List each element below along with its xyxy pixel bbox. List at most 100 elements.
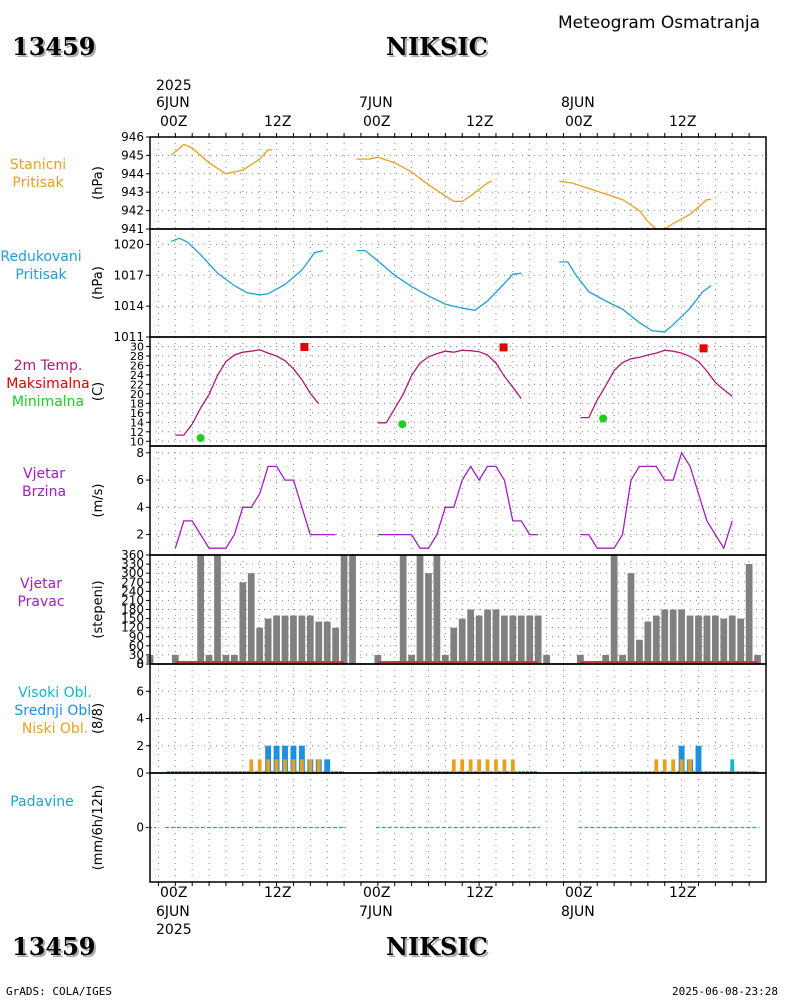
y-tick-label: 941: [121, 222, 144, 236]
y-tick-label: 270: [121, 575, 144, 589]
y-tick-label: 943: [121, 185, 144, 199]
wind-direction-bar: [222, 654, 230, 664]
cloud-low-bar: [299, 759, 304, 773]
wind-direction-bar: [273, 615, 280, 664]
temp-title: 2m Temp. Maksimalna Minimalna: [6, 358, 90, 410]
wind-direction-bar: [636, 639, 643, 664]
y-tick-label: 300: [121, 566, 144, 580]
y-tick-label: 0: [136, 766, 144, 780]
y-tick-label: 120: [121, 621, 144, 635]
wind-direction-bar: [534, 615, 542, 664]
top-hour-label: 00Z: [160, 114, 188, 130]
precip-title: Padavine: [10, 794, 74, 810]
series-line: [559, 261, 712, 333]
wind-title: Vjetar Brzina: [21, 466, 67, 500]
cloud-low-bar: [266, 759, 271, 773]
wind-direction-bar: [441, 654, 449, 664]
y-tick-label: 30: [130, 340, 144, 353]
wind-direction-bar: [458, 618, 466, 664]
max-temp-marker: [699, 344, 708, 353]
wind-direction-bar: [214, 555, 221, 664]
y-tick-label: 1011: [113, 330, 144, 344]
footer-credit: GrADS: COLA/IGES: [6, 985, 112, 998]
cloud-low-bar: [460, 759, 465, 773]
wind-direction-bar: [644, 621, 652, 664]
cloud-low-bar: [249, 759, 254, 773]
wind-direction-bar: [399, 555, 407, 664]
y-tick-label: 0: [136, 657, 144, 671]
wind-direction-bar: [703, 615, 711, 664]
wind-direction-bar: [467, 609, 475, 664]
y-tick-label: 14: [130, 416, 144, 429]
cloud-low-bar: [477, 759, 481, 773]
max-temp-marker: [300, 342, 309, 351]
top-hour-label: 12Z: [466, 114, 494, 130]
y-axis-unit: (hPa): [91, 166, 106, 200]
cloud-low-bar: [494, 759, 498, 773]
y-axis-unit: (m/s): [91, 484, 106, 518]
wind-direction-bar: [306, 615, 314, 664]
min-temp-marker: [599, 414, 608, 423]
footer-timestamp: 2025-06-08-23:28: [672, 985, 778, 998]
cloud-low-bar: [502, 759, 507, 773]
cloud-low-bar: [662, 759, 667, 773]
wind-direction-bar: [197, 555, 205, 664]
y-tick-label: 4: [136, 500, 144, 514]
wind-direction-bar: [602, 654, 610, 664]
wind-direction-bar: [728, 615, 736, 664]
redpressure-title: Redukovani Pritisak: [0, 249, 82, 283]
y-tick-label: 90: [129, 630, 144, 644]
bottom-hour-label: 12Z: [466, 885, 494, 901]
winddir-title: Vjetar Pravac: [17, 576, 65, 610]
wind-direction-bar: [256, 627, 264, 664]
cloud-low-bar: [468, 759, 473, 773]
wind-direction-bar: [239, 582, 247, 664]
y-tick-label: 28: [130, 350, 144, 363]
y-tick-label: 8: [136, 657, 144, 671]
top-day-label-3: 8JUN: [561, 95, 595, 111]
y-axis-unit: (stepeni): [91, 580, 106, 638]
clouds-title: Visoki Obl. Srednji Obl. Niski Obl.: [14, 685, 96, 737]
wind-direction-bar: [408, 654, 415, 664]
wind-direction-bar: [340, 555, 348, 664]
series-line: [580, 451, 733, 550]
y-tick-label: 22: [130, 378, 144, 391]
y-tick-label: 942: [121, 204, 144, 218]
y-tick-label: 360: [121, 548, 144, 562]
y-axis-unit: (hPa): [91, 266, 106, 300]
wind-direction-bar: [509, 615, 517, 664]
bottom-hour-label: 00Z: [363, 885, 391, 901]
wind-direction-bar: [315, 621, 323, 664]
cloud-low-bar: [510, 759, 515, 773]
y-tick-label: 0: [136, 821, 144, 835]
bottom-hour-label: 12Z: [669, 885, 697, 901]
y-tick-label: 1014: [113, 299, 144, 313]
bottom-day-label-1: 6JUN: [156, 904, 190, 920]
wind-direction-bar: [492, 609, 500, 664]
wind-direction-bar: [543, 654, 550, 664]
wind-direction-bar: [678, 609, 685, 664]
wind-direction-bar: [484, 609, 491, 664]
cloud-low-bar: [316, 759, 321, 773]
y-tick-label: 18: [130, 397, 144, 410]
wind-direction-bar: [171, 654, 179, 664]
cloud-high-bar: [730, 759, 735, 773]
min-temp-marker: [398, 420, 407, 429]
y-tick-label: 1020: [113, 237, 144, 251]
y-tick-label: 946: [121, 130, 144, 144]
cloud-low-bar: [283, 759, 287, 773]
wind-direction-bar: [711, 615, 719, 664]
station-id: 13459: [12, 32, 96, 61]
cloud-low-bar: [688, 759, 692, 773]
y-tick-label: 4: [136, 712, 144, 726]
series-line: [174, 465, 336, 549]
top-day-label-1: 6JUN: [156, 95, 190, 111]
cloud-low-bar: [308, 759, 313, 773]
y-tick-label: 30: [129, 648, 144, 662]
series-line: [559, 180, 712, 230]
cloud-low-bar: [274, 759, 279, 773]
top-day-label-2: 7JUN: [359, 95, 393, 111]
station-name: NIKSIC: [386, 32, 488, 61]
y-tick-label: 330: [121, 557, 144, 571]
